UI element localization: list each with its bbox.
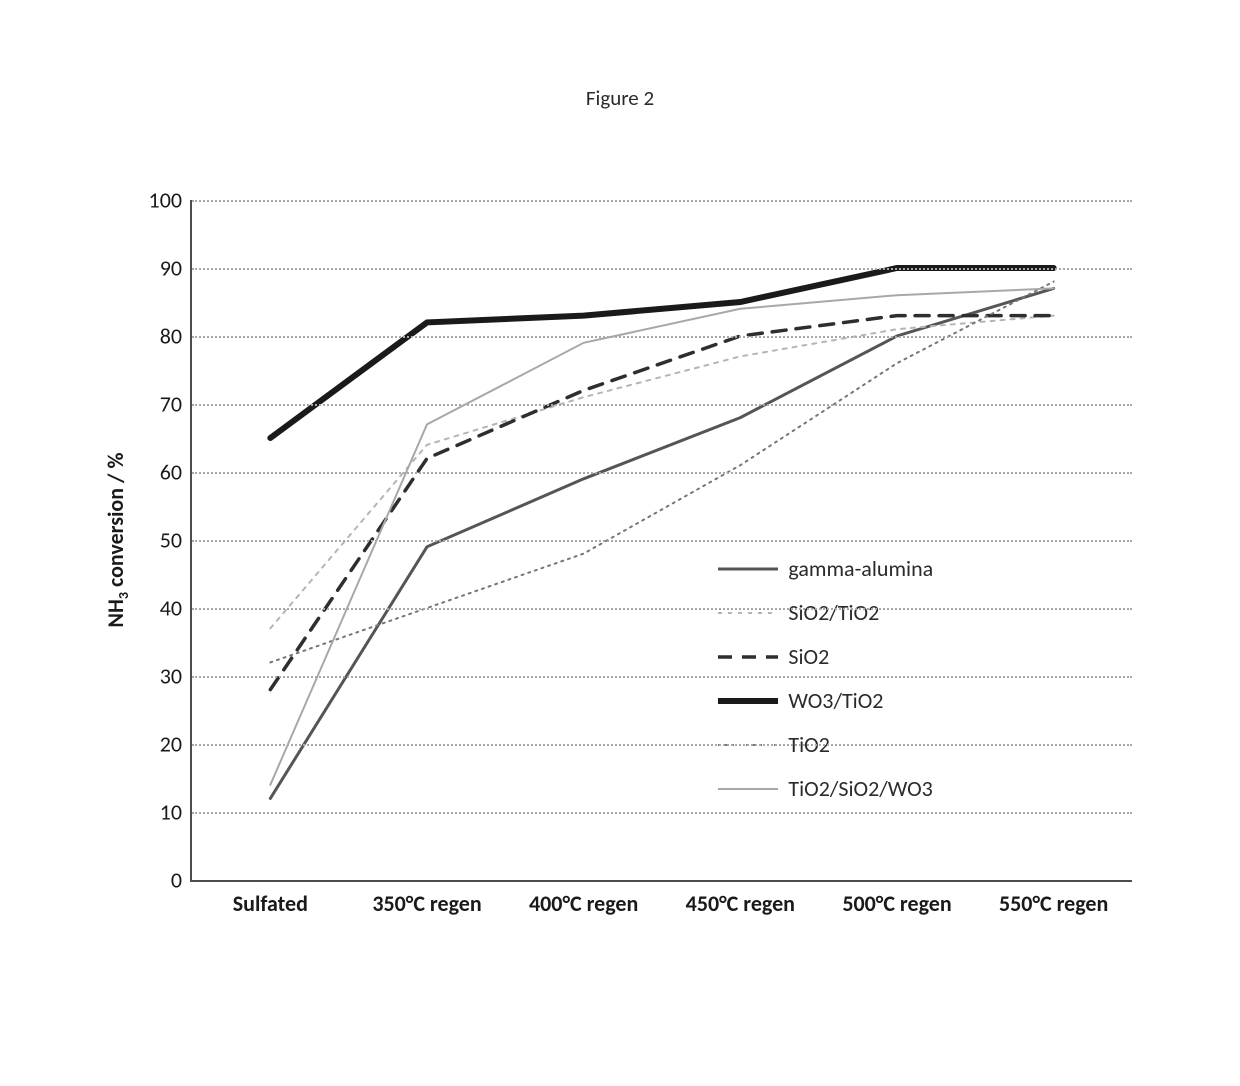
gridline	[192, 404, 1132, 406]
gridline	[192, 200, 1132, 202]
y-tick-label: 100	[149, 187, 182, 214]
y-tick-label: 80	[160, 323, 182, 350]
gridline	[192, 744, 1132, 746]
gridline	[192, 336, 1132, 338]
y-tick-label: 40	[160, 595, 182, 622]
legend-label: TiO2/SiO2/WO3	[788, 775, 932, 802]
legend-swatch	[718, 689, 778, 713]
x-tick-label: 550°C regen	[999, 890, 1108, 917]
legend-label: WO3/TiO2	[788, 687, 883, 714]
y-tick-label: 60	[160, 459, 182, 486]
gridline	[192, 268, 1132, 270]
x-tick-label: 500°C regen	[842, 890, 951, 917]
legend-item: SiO2	[718, 635, 933, 679]
y-tick-label: 70	[160, 391, 182, 418]
legend-swatch	[718, 645, 778, 669]
legend-swatch	[718, 601, 778, 625]
gridline	[192, 608, 1132, 610]
x-tick-label: 450°C regen	[686, 890, 795, 917]
page: Figure 2 NH3 conversion / % gamma-alumin…	[0, 0, 1240, 1086]
plot-area: NH3 conversion / % gamma-aluminaSiO2/TiO…	[190, 200, 1132, 882]
legend-item: SiO2/TiO2	[718, 591, 933, 635]
gridline	[192, 472, 1132, 474]
y-axis-label: NH3 conversion / %	[102, 453, 132, 628]
legend-label: SiO2/TiO2	[788, 599, 879, 626]
figure-title: Figure 2	[0, 85, 1240, 111]
x-tick-label: 400°C regen	[529, 890, 638, 917]
legend: gamma-aluminaSiO2/TiO2SiO2WO3/TiO2TiO2Ti…	[718, 547, 933, 811]
y-tick-label: 90	[160, 255, 182, 282]
legend-item: WO3/TiO2	[718, 679, 933, 723]
legend-swatch	[718, 777, 778, 801]
x-tick-label: 350°C regen	[372, 890, 481, 917]
y-tick-label: 30	[160, 663, 182, 690]
gridline	[192, 540, 1132, 542]
gridline	[192, 812, 1132, 814]
y-tick-label: 10	[160, 799, 182, 826]
x-tick-label: Sulfated	[233, 890, 308, 917]
series-line	[270, 316, 1053, 690]
y-tick-label: 50	[160, 527, 182, 554]
legend-swatch	[718, 557, 778, 581]
y-tick-label: 0	[171, 867, 182, 894]
chart: NH3 conversion / % gamma-alumina SiO2/TiO…	[95, 200, 1150, 960]
legend-label: gamma-alumina	[788, 555, 933, 582]
legend-item: gamma-alumina	[718, 547, 933, 591]
legend-item: TiO2/SiO2/WO3	[718, 767, 933, 811]
gridline	[192, 676, 1132, 678]
y-tick-label: 20	[160, 731, 182, 758]
legend-label: SiO2	[788, 643, 829, 670]
